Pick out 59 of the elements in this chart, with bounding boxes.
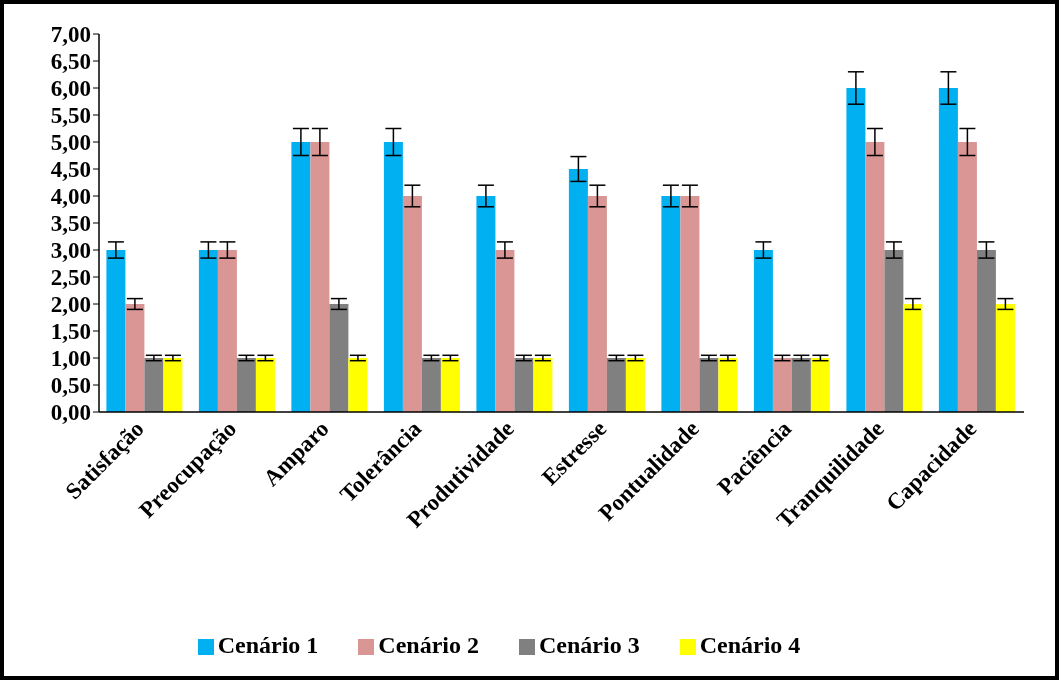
bar (163, 358, 183, 412)
bar (753, 250, 773, 412)
y-tick-label: 0,50 (50, 373, 91, 399)
bar (661, 196, 681, 412)
bar (699, 358, 719, 412)
y-tick-label: 6,50 (50, 49, 91, 75)
bar (495, 250, 515, 412)
y-tick-label: 1,00 (50, 346, 91, 372)
y-tick-label: 4,00 (50, 184, 91, 210)
bar (957, 142, 977, 412)
bar (348, 358, 368, 412)
bar (903, 304, 923, 412)
bar (255, 358, 275, 412)
y-tick-label: 4,50 (50, 157, 91, 183)
bar (772, 358, 792, 412)
bar (144, 358, 164, 412)
y-tick-label: 3,00 (50, 238, 91, 264)
bar (329, 304, 349, 412)
bar (383, 142, 403, 412)
y-tick-label: 0,00 (50, 400, 91, 426)
bar (884, 250, 904, 412)
bar (938, 88, 958, 412)
bar (995, 304, 1015, 412)
bar (291, 142, 311, 412)
bar (865, 142, 885, 412)
y-tick-label: 7,00 (50, 22, 91, 48)
bar (976, 250, 996, 412)
bar (514, 358, 534, 412)
bar (810, 358, 830, 412)
y-tick-label: 2,50 (50, 265, 91, 291)
y-tick-label: 3,50 (50, 211, 91, 237)
bar (106, 250, 126, 412)
bar (680, 196, 700, 412)
bar (402, 196, 422, 412)
bar (198, 250, 218, 412)
y-tick-label: 2,00 (50, 292, 91, 318)
bar (236, 358, 256, 412)
y-tick-label: 6,00 (50, 76, 91, 102)
y-tick-label: 5,00 (50, 130, 91, 156)
bar (791, 358, 811, 412)
legend-label: Cenário 1 (217, 632, 319, 658)
bar (476, 196, 496, 412)
bar (440, 358, 460, 412)
bar (587, 196, 607, 412)
bar (718, 358, 738, 412)
bar (217, 250, 237, 412)
legend-label: Cenário 4 (699, 632, 801, 658)
bar (125, 304, 145, 412)
legend-label: Cenário 2 (378, 632, 479, 658)
y-tick-label: 1,50 (50, 319, 91, 345)
bar (846, 88, 866, 412)
y-tick-label: 5,50 (50, 103, 91, 129)
bar (310, 142, 330, 412)
bar (421, 358, 441, 412)
bar (625, 358, 645, 412)
bar (606, 358, 626, 412)
legend-label: Cenário 3 (539, 632, 640, 658)
bar (533, 358, 553, 412)
bar (568, 169, 588, 412)
